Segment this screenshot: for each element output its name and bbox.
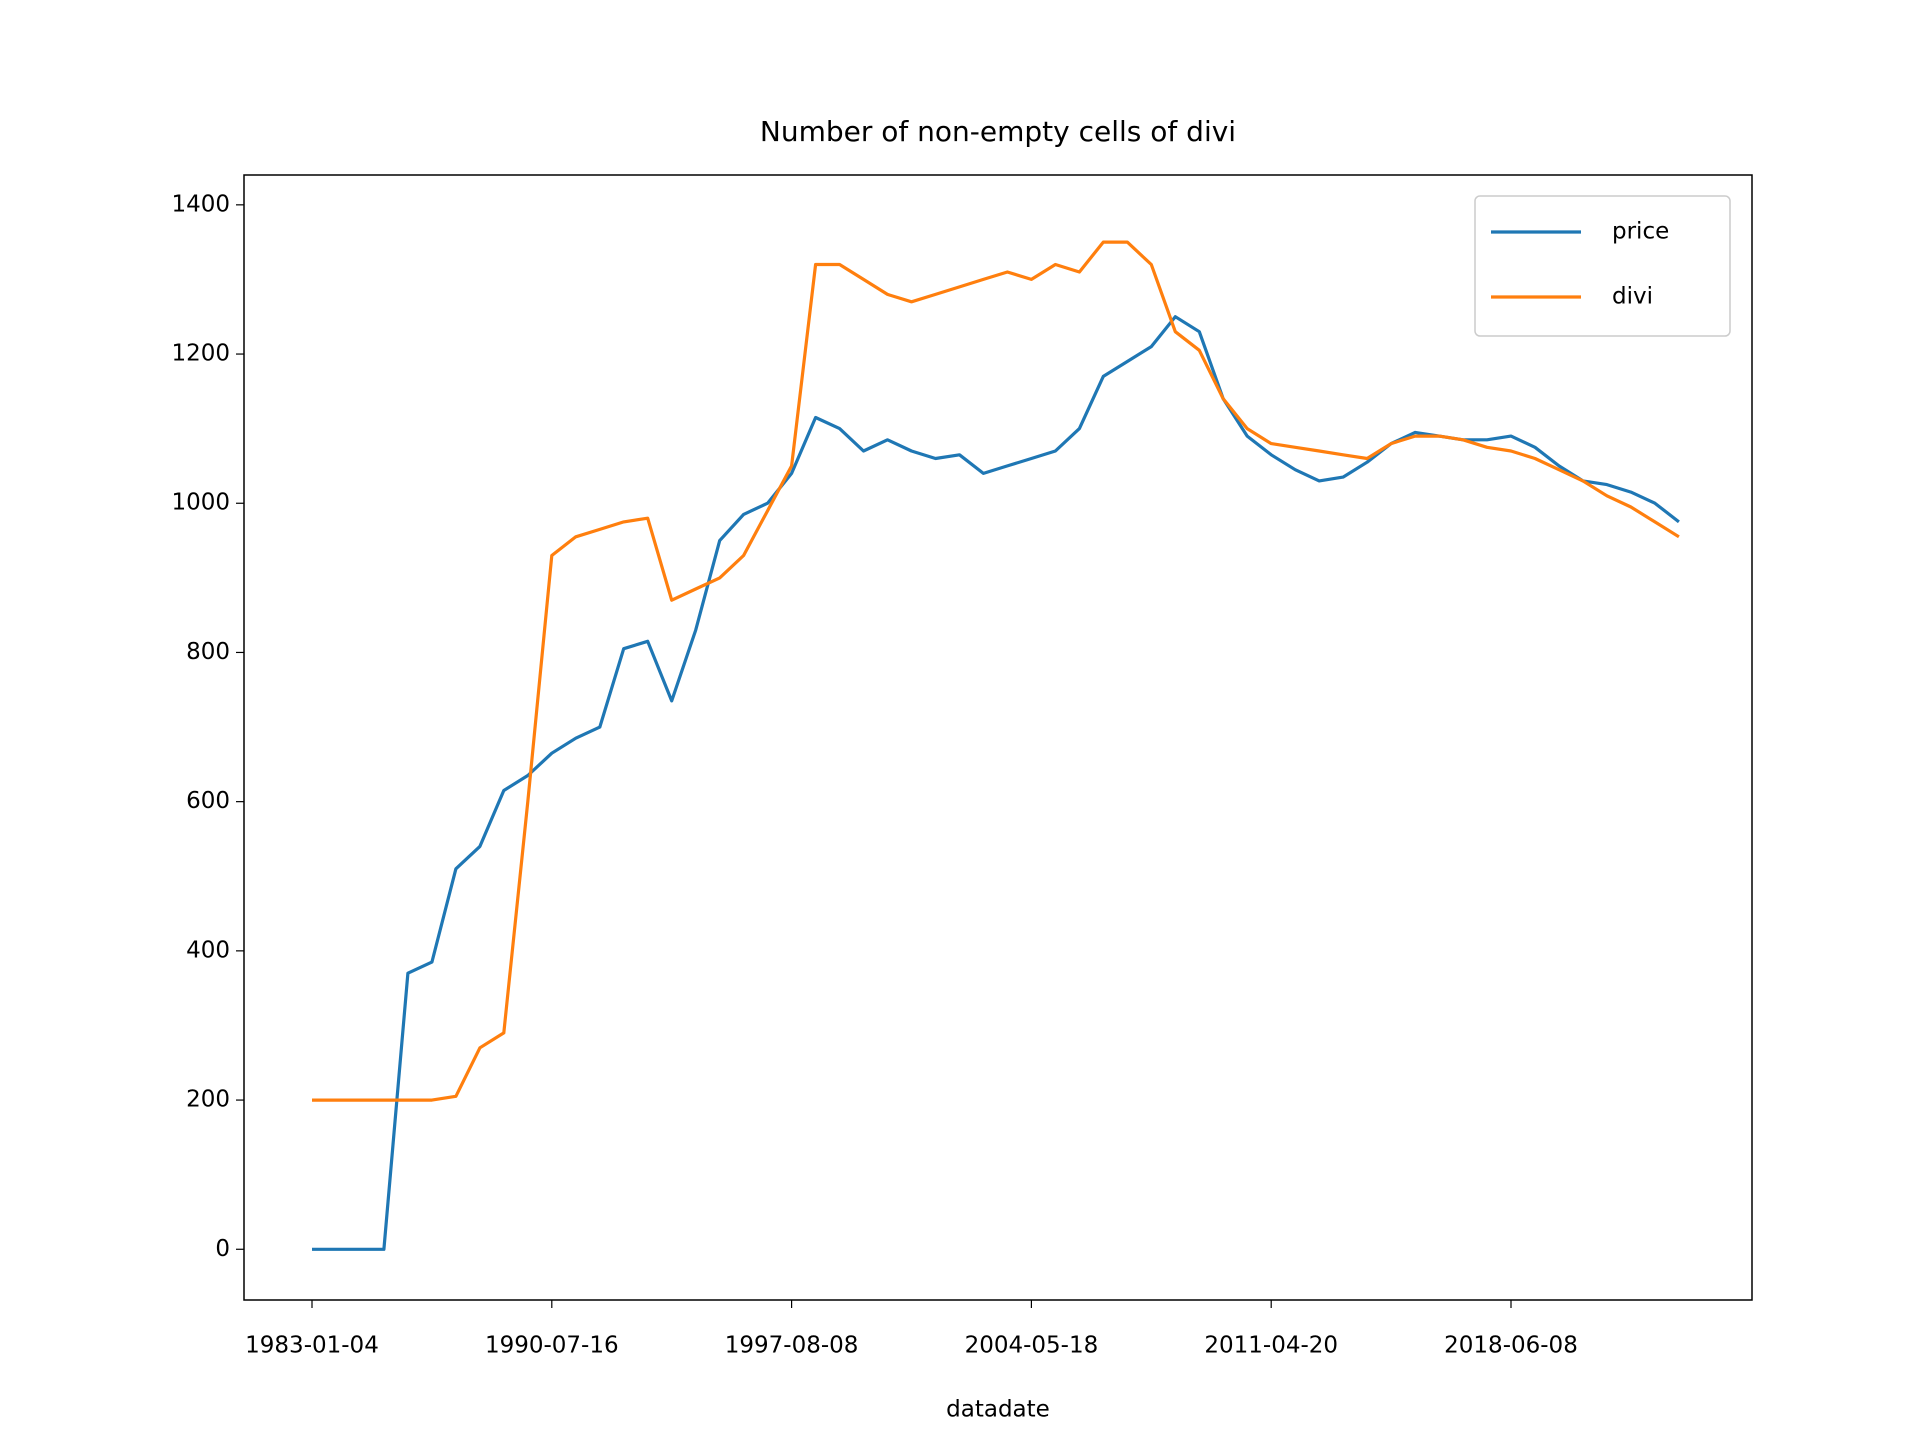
x-axis-label: datadate	[946, 1397, 1050, 1423]
y-tick-label: 1200	[171, 341, 230, 367]
x-tick-label: 2018-06-08	[1444, 1333, 1578, 1359]
line-divi	[312, 240, 1680, 1102]
x-tick-label: 1983-01-04	[245, 1333, 379, 1359]
chart-title: Number of non-empty cells of divi	[760, 115, 1236, 148]
legend: price divi	[1474, 195, 1731, 337]
x-tick-label: 2011-04-20	[1204, 1333, 1338, 1359]
x-tick-label: 1990-07-16	[485, 1333, 619, 1359]
y-tick-label: 800	[186, 639, 230, 665]
y-tick-label: 600	[186, 788, 230, 814]
y-tick-label: 1400	[171, 191, 230, 217]
y-tick-label: 1000	[171, 490, 230, 516]
legend-label: price	[1612, 219, 1669, 245]
axes-frame	[243, 174, 1753, 1301]
x-tick-label: 1997-08-08	[725, 1333, 859, 1359]
legend-label: divi	[1612, 284, 1653, 310]
y-tick-label: 200	[186, 1087, 230, 1113]
y-tick-label: 400	[186, 937, 230, 963]
legend-box	[1474, 195, 1731, 337]
x-tick-label: 2004-05-18	[965, 1333, 1099, 1359]
y-tick-label: 0	[215, 1236, 230, 1262]
